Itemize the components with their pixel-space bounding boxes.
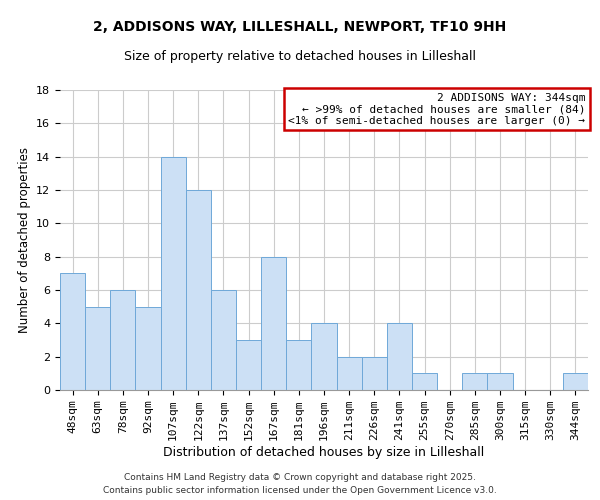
Text: 2 ADDISONS WAY: 344sqm
← >99% of detached houses are smaller (84)
<1% of semi-de: 2 ADDISONS WAY: 344sqm ← >99% of detache… — [288, 93, 585, 126]
Bar — [462, 374, 487, 390]
X-axis label: Distribution of detached houses by size in Lilleshall: Distribution of detached houses by size … — [163, 446, 485, 459]
Bar — [186, 190, 211, 390]
Bar — [60, 274, 85, 390]
Bar — [161, 156, 186, 390]
Bar — [85, 306, 110, 390]
Bar — [261, 256, 286, 390]
Text: Contains public sector information licensed under the Open Government Licence v3: Contains public sector information licen… — [103, 486, 497, 495]
Bar — [362, 356, 387, 390]
Bar — [110, 290, 136, 390]
Bar — [311, 324, 337, 390]
Bar — [387, 324, 412, 390]
Bar — [211, 290, 236, 390]
Text: 2, ADDISONS WAY, LILLESHALL, NEWPORT, TF10 9HH: 2, ADDISONS WAY, LILLESHALL, NEWPORT, TF… — [94, 20, 506, 34]
Bar — [563, 374, 588, 390]
Bar — [236, 340, 261, 390]
Y-axis label: Number of detached properties: Number of detached properties — [17, 147, 31, 333]
Text: Contains HM Land Registry data © Crown copyright and database right 2025.: Contains HM Land Registry data © Crown c… — [124, 474, 476, 482]
Text: Size of property relative to detached houses in Lilleshall: Size of property relative to detached ho… — [124, 50, 476, 63]
Bar — [286, 340, 311, 390]
Bar — [136, 306, 161, 390]
Bar — [487, 374, 512, 390]
Bar — [337, 356, 362, 390]
Bar — [412, 374, 437, 390]
